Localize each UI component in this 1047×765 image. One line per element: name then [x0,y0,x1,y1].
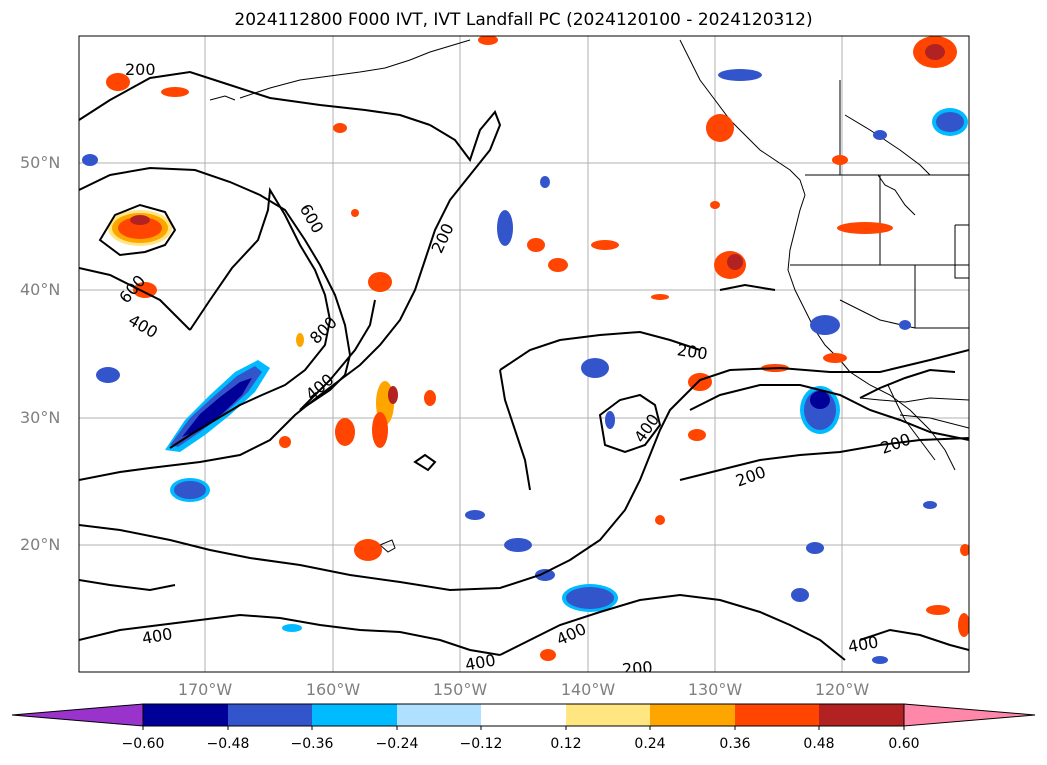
contour-label: 400 [464,650,497,674]
colorbar-extend-high [903,703,1036,727]
colorbar-tick-label: 0.48 [803,736,835,752]
lat-label: 50°N [20,153,61,172]
lon-label: 130°W [687,680,743,699]
map-frame [78,35,970,673]
colorbar-tick-label: −0.12 [459,736,503,752]
colorbar-bin [481,704,566,726]
contour-label: 200 [621,658,653,680]
colorbar-bin [650,704,735,726]
colorbar-tick-label: −0.24 [375,736,419,752]
lon-label: 160°W [305,680,361,699]
coastlines [209,39,969,553]
colorbar-bin [819,704,904,726]
contour-label: 200 [676,340,709,363]
colorbar-tick-label: −0.48 [206,736,250,752]
contour-label: 200 [125,60,156,79]
colorbar-tick-label: 0.12 [550,736,582,752]
lon-label: 120°W [814,680,870,699]
lon-label: 150°W [432,680,488,699]
colorbar [11,703,1036,730]
colorbar-bin [228,704,312,726]
map-title: 2024112800 F000 IVT, IVT Landfall PC (20… [234,10,813,30]
lat-label: 20°N [20,535,61,554]
colorbar-tick-label: 0.24 [634,736,666,752]
lon-label: 140°W [560,680,616,699]
colorbar-bin [143,704,228,726]
lon-label: 170°W [177,680,233,699]
colorbar-bin [735,704,819,726]
negative-anomalies [82,69,968,664]
lat-label: 40°N [20,280,61,299]
colorbar-tick-label: 0.36 [719,736,751,752]
colorbar-tick-label: −0.60 [121,736,165,752]
positive-anomalies [106,36,969,661]
ivt-contours [79,70,969,661]
colorbar-bin [312,704,397,726]
lat-label: 30°N [20,408,61,427]
colorbar-tick-label: 0.60 [888,736,920,752]
colorbar-extend-low [11,703,144,727]
colorbar-bin [397,704,481,726]
colorbar-tick-label: −0.36 [290,736,334,752]
colorbar-bin [566,704,650,726]
